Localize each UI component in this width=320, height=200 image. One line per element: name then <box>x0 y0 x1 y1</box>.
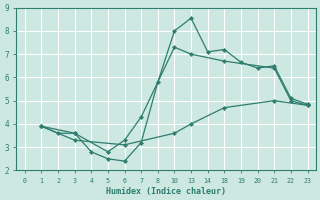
X-axis label: Humidex (Indice chaleur): Humidex (Indice chaleur) <box>106 187 226 196</box>
